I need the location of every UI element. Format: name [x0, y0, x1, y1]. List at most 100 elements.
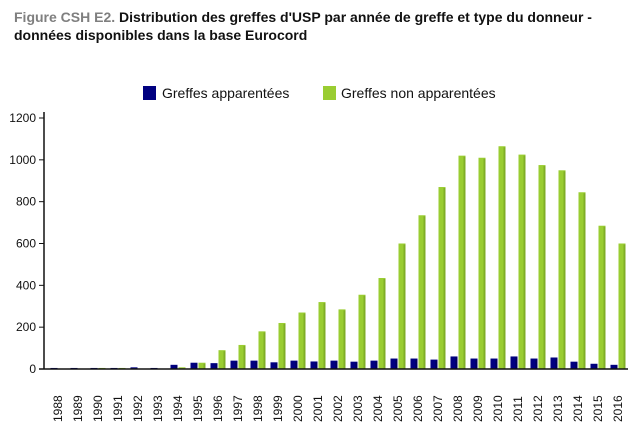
figure-title-line2: données disponibles dans la base Eurocor…: [14, 27, 308, 43]
x-tick-label: 1991: [111, 395, 125, 422]
bar-unrelated-2006: [418, 215, 426, 369]
bar-related-1999: [270, 362, 278, 369]
bar-related-1994: [170, 364, 178, 369]
bar-shade: [295, 361, 298, 369]
bar-shade: [175, 365, 178, 369]
legend-swatch-related: [143, 86, 156, 100]
bar-shade: [195, 363, 198, 369]
bar-shade: [383, 279, 386, 369]
bar-related-2007: [430, 359, 438, 369]
x-tick-label: 2008: [451, 395, 465, 422]
bar-shade: [475, 359, 478, 369]
bar-unrelated-2011: [518, 154, 526, 369]
bar-related-1995: [190, 362, 198, 369]
bar-related-2009: [470, 358, 478, 369]
bar-shade: [315, 362, 318, 369]
bar-unrelated-2000: [298, 312, 306, 369]
bar-unrelated-2014: [578, 192, 586, 369]
bar-shade: [343, 310, 346, 369]
x-axis: 1988 1989 1990 1991 1992 1993 1994 1995 1996 1997…: [39, 368, 628, 422]
x-tick-label: 1992: [131, 395, 145, 422]
bar-shade: [235, 361, 238, 369]
x-tick-label: 2011: [511, 396, 525, 422]
bar-related-2001: [310, 361, 318, 369]
bar-unrelated-1998: [258, 331, 266, 369]
bars: [50, 146, 626, 369]
x-tick-label: 1989: [71, 395, 85, 422]
x-tick-label: 2016: [611, 395, 625, 422]
x-tick-label: 2005: [391, 395, 405, 422]
x-tick-label: 1988: [51, 395, 65, 422]
bar-shade: [303, 313, 306, 369]
legend-swatch-unrelated: [323, 86, 336, 100]
bar-related-2002: [330, 360, 338, 369]
y-tick-label: 0: [29, 362, 36, 376]
bar-unrelated-1994: [178, 367, 186, 369]
bar-shade: [555, 358, 558, 369]
y-tick-label: 1200: [9, 111, 36, 125]
x-tick-label: 2012: [531, 395, 545, 422]
x-tick-label: 2004: [371, 395, 385, 422]
bar-shade: [275, 363, 278, 369]
bar-shade: [575, 362, 578, 369]
bar-unrelated-2008: [458, 155, 466, 369]
x-tick-label: 1993: [151, 395, 165, 422]
y-tick-label: 800: [16, 195, 36, 209]
bar-related-1996: [210, 363, 218, 369]
bar-shade: [583, 193, 586, 369]
x-tick-label: 1990: [91, 395, 105, 422]
bar-shade: [443, 188, 446, 369]
bar-related-1998: [250, 360, 258, 369]
bar-unrelated-2004: [378, 278, 386, 369]
x-tick-label: 1994: [171, 395, 185, 422]
bar-unrelated-2009: [478, 157, 486, 369]
x-tick-label: 2015: [591, 395, 605, 422]
bar-shade: [375, 361, 378, 369]
bar-unrelated-1995: [198, 362, 206, 369]
bar-shade: [455, 357, 458, 369]
x-tick-label: 1998: [251, 395, 265, 422]
bar-shade: [395, 359, 398, 369]
bar-shade: [543, 166, 546, 369]
legend-label-unrelated: Greffes non apparentées: [341, 85, 496, 101]
bar-related-2012: [530, 358, 538, 369]
bar-related-2003: [350, 361, 358, 369]
bar-shade: [435, 360, 438, 369]
bar-related-2008: [450, 356, 458, 369]
bar-shade: [483, 158, 486, 369]
bar-related-2004: [370, 360, 378, 369]
bar-related-2000: [290, 360, 298, 369]
legend-label-related: Greffes apparentées: [162, 85, 289, 101]
figure-title-line1: Distribution des greffes d'USP par année…: [119, 9, 592, 25]
bar-related-1992: [130, 367, 138, 369]
bar-unrelated-2015: [598, 225, 606, 369]
x-tick-label: 2009: [471, 395, 485, 422]
bar-shade: [515, 357, 518, 369]
bar-related-2010: [490, 358, 498, 369]
bar-shade: [335, 361, 338, 369]
y-tick-label: 600: [16, 237, 36, 251]
bar-shade: [355, 362, 358, 369]
bar-unrelated-2016: [618, 243, 626, 369]
bar-shade: [535, 359, 538, 369]
bar-shade: [423, 216, 426, 369]
x-tick-label: 2000: [291, 395, 305, 422]
figure-title: Figure CSH E2. Distribution des greffes …: [14, 8, 634, 44]
bar-unrelated-2005: [398, 243, 406, 369]
bar-unrelated-2001: [318, 302, 326, 369]
x-tick-label: 2014: [571, 395, 585, 422]
figure-prefix: Figure CSH E2.: [14, 9, 116, 25]
x-tick-label: 2007: [431, 395, 445, 422]
bar-related-2006: [410, 358, 418, 369]
bar-related-2005: [390, 358, 398, 369]
x-tick-label: 1996: [211, 395, 225, 422]
bar-related-2014: [570, 361, 578, 369]
bar-shade: [215, 364, 218, 369]
bar-related-2013: [550, 357, 558, 369]
bar-unrelated-1999: [278, 322, 286, 369]
bar-shade: [283, 323, 286, 369]
bar-shade: [323, 303, 326, 369]
bar-shade: [603, 226, 606, 369]
bar-related-2016: [610, 364, 618, 369]
bar-shade: [615, 365, 618, 369]
